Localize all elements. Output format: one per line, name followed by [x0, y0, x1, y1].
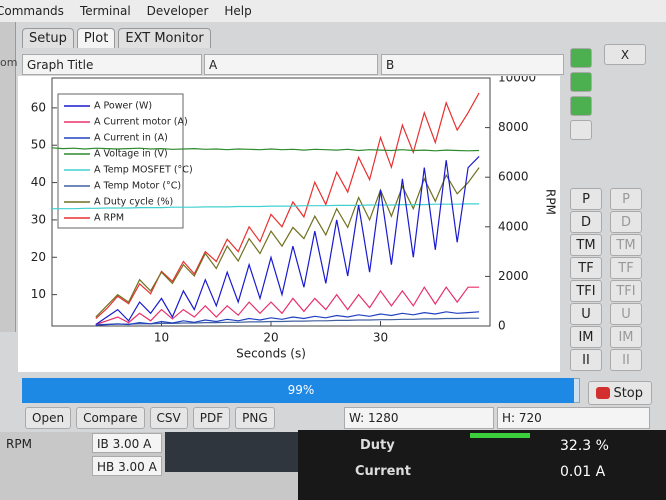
x-axis-label: Seconds (s) — [236, 347, 306, 361]
readout-value: 0.01 A — [560, 464, 606, 480]
ib-field[interactable]: IB 3.00 A — [92, 433, 162, 453]
y-tick-label: 50 — [31, 138, 46, 152]
menu-item[interactable]: Developer — [146, 4, 209, 18]
side-button[interactable]: IM — [570, 326, 602, 348]
y2-tick-label: 8000 — [498, 120, 529, 134]
hb-field[interactable]: HB 3.00 A — [92, 456, 162, 476]
zoom-v-button[interactable] — [570, 96, 592, 116]
side-button-disabled[interactable]: D — [610, 211, 642, 233]
series-line — [51, 147, 480, 152]
legend-label: A Voltage in (V) — [94, 149, 168, 160]
series-line — [52, 203, 480, 210]
menu-item[interactable]: Terminal — [79, 4, 131, 18]
duty-gauge — [470, 433, 530, 438]
tab[interactable]: EXT Monitor — [118, 28, 211, 48]
side-button[interactable]: TFI — [570, 280, 602, 302]
menu: Commands Terminal Developer Help — [0, 4, 252, 18]
side-button-disabled[interactable]: IM — [610, 326, 642, 348]
side-text: om — [0, 56, 18, 69]
toolbar-button[interactable]: CSV — [149, 407, 188, 429]
rpm-status: RPM — [6, 437, 32, 451]
y2-tick-label: 6000 — [498, 170, 529, 184]
y2-tick-label: 0 — [498, 319, 506, 333]
toolbar-button[interactable]: PDF — [192, 407, 231, 429]
legend-label: A Current in (A) — [94, 133, 168, 144]
series-line — [95, 317, 480, 326]
y-tick-label: 40 — [31, 175, 46, 189]
readout-label: Duty — [360, 438, 395, 453]
tabs: Setup Plot EXT Monitor — [22, 28, 211, 48]
readout-label: Current — [355, 464, 411, 479]
series-line — [95, 167, 480, 318]
y2-tick-label: 4000 — [498, 219, 529, 233]
side-button-disabled[interactable]: P — [610, 188, 642, 210]
legend-label: A Duty cycle (%) — [94, 197, 173, 208]
side-button-disabled[interactable]: TM — [610, 234, 642, 256]
readout-value: 32.3 % — [560, 438, 609, 454]
y2-tick-label: 10000 — [498, 76, 536, 85]
zoom-button[interactable] — [570, 48, 592, 68]
legend-label: A Temp Motor (°C) — [94, 181, 181, 192]
series-line — [95, 311, 480, 326]
legend-label: A Temp MOSFET (°C) — [94, 165, 193, 176]
side-button[interactable]: TM — [570, 234, 602, 256]
legend-label: A RPM — [94, 213, 124, 224]
menu-bar — [0, 0, 666, 22]
toolbar-button[interactable]: Open — [25, 407, 72, 429]
series-line — [95, 155, 480, 325]
progress-label: 99% — [287, 383, 315, 397]
width-field[interactable]: W: 1280 — [344, 407, 494, 429]
side-button-disabled[interactable]: TFI — [610, 280, 642, 302]
b-field[interactable]: B — [381, 54, 564, 75]
side-button[interactable]: D — [570, 211, 602, 233]
y-tick-label: 60 — [31, 100, 46, 114]
series-line — [95, 286, 480, 326]
chart: Seconds (s) RPM 10 20 30 40 50 60 0 2000 4000 600… — [18, 76, 560, 372]
side-button[interactable]: U — [570, 303, 602, 325]
side-button[interactable]: II — [570, 349, 602, 371]
side-button-disabled[interactable]: U — [610, 303, 642, 325]
stop-icon — [596, 387, 610, 399]
toolbar: Open Compare CSV PDF PNG — [25, 407, 275, 429]
x-tick-label: 10 — [154, 331, 169, 345]
y-tick-label: 10 — [31, 287, 46, 301]
legend — [57, 93, 184, 229]
toolbar-button[interactable]: Compare — [76, 407, 145, 429]
y-tick-label: 20 — [31, 250, 46, 264]
y2-axis-label: RPM — [544, 189, 558, 215]
legend-label: A Current motor (A) — [94, 117, 188, 128]
taskbar — [165, 432, 300, 472]
tab[interactable]: Setup — [22, 28, 74, 48]
title-field[interactable]: Graph Title — [22, 54, 202, 75]
y2-tick-label: 2000 — [498, 269, 529, 283]
side-button-disabled[interactable]: II — [610, 349, 642, 371]
side-button[interactable]: P — [570, 188, 602, 210]
menu-item[interactable]: Commands — [0, 4, 64, 18]
toolbar-button[interactable]: PNG — [235, 407, 275, 429]
menu-item[interactable]: Help — [224, 4, 252, 18]
side-button[interactable]: TF — [570, 257, 602, 279]
x-tick-label: 30 — [373, 331, 388, 345]
readout-panel — [298, 430, 666, 500]
y-tick-label: 30 — [31, 212, 46, 226]
zoom-h-button[interactable] — [570, 72, 592, 92]
side-button-disabled[interactable]: TF — [610, 257, 642, 279]
progress-bar — [22, 378, 575, 403]
height-field[interactable]: H: 720 — [497, 407, 650, 429]
tab[interactable]: Plot — [76, 28, 116, 48]
x-tick-label: 20 — [263, 331, 278, 345]
a-field[interactable]: A — [204, 54, 378, 75]
fit-button[interactable] — [570, 120, 592, 140]
legend-label: A Power (W) — [94, 101, 152, 112]
close-button[interactable]: X — [604, 44, 646, 65]
left-panel — [0, 22, 16, 332]
